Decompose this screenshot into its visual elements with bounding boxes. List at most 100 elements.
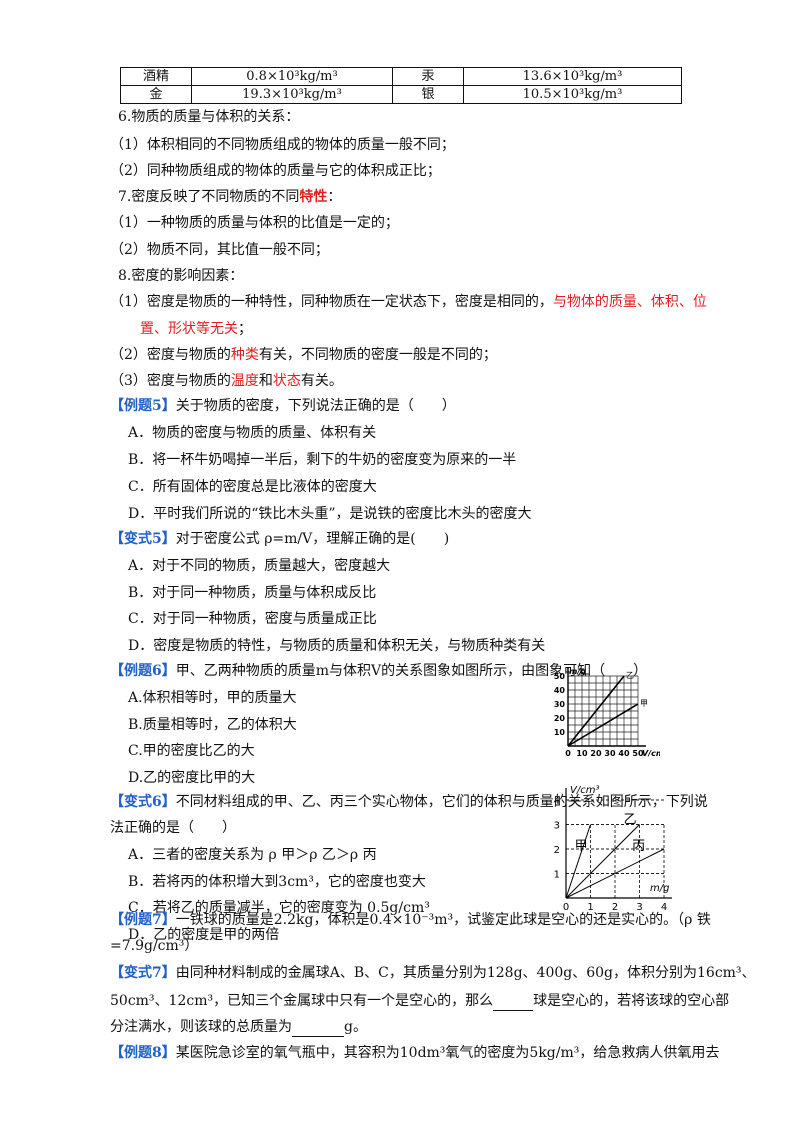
option-a: A．对于不同的物质，质量越大，密度越大: [128, 558, 391, 574]
highlight-text: 特性: [299, 189, 328, 205]
option-b: B．将一杯牛奶喝掉一半后，剩下的牛奶的密度变为原来的一半: [128, 452, 517, 468]
section-6-point: （2）同种物质组成的物体的质量与它的体积成正比；: [110, 163, 441, 179]
x-axis-label: m/g: [650, 883, 669, 894]
option-c: C．对于同一种物质，密度与质量成正比: [128, 611, 377, 627]
y-tick-label: 30: [554, 700, 566, 709]
section-8-point: （2）密度与物质的种类有关，不同物质的密度一般是不同的；: [110, 347, 497, 363]
question-tag: 【例题7】: [110, 912, 176, 928]
series-line-乙: [565, 824, 640, 899]
option-a: A．三者的密度关系为 ρ 甲＞ρ 乙＞ρ 丙: [128, 847, 377, 863]
option-d: D．密度是物质的特性，与物质的质量和体积无关，与物质种类有关: [128, 638, 546, 654]
section-8-point: （1）密度是物质的一种特性，同种物质在一定状态下，密度是相同的，与物体的质量、体…: [110, 294, 707, 310]
option-a: A．物质的密度与物质的质量、体积有关: [128, 425, 377, 441]
x-tick-label: 50: [632, 749, 644, 758]
question-example-8: 【例题8】某医院急诊室的氧气瓶中，其容积为10dm³氧气的密度为5kg/m³，给…: [110, 1045, 720, 1061]
highlight-text: 温度: [230, 373, 259, 389]
series-line-甲: [565, 824, 591, 899]
option-a: A.体积相等时，甲的质量大: [128, 690, 297, 706]
x-tick-label: 4: [661, 902, 667, 913]
y-tick-label: 3: [554, 821, 560, 832]
y-tick-label: 20: [554, 714, 566, 723]
y-tick-label: 50: [554, 672, 566, 681]
y-tick-label: 10: [554, 728, 566, 737]
series-label: 乙: [626, 671, 634, 680]
highlight-text: 状态: [272, 373, 301, 389]
option-b: B．若将丙的体积增大到3cm³，它的密度也变大: [128, 874, 426, 890]
series-line-丙: [565, 848, 665, 899]
table-cell: 金: [120, 85, 192, 104]
highlight-text: 与物体的质量、体积、位: [552, 294, 707, 310]
x-tick-label: 30: [604, 749, 616, 758]
section-8-title: 8.密度的影响因素：: [118, 268, 244, 284]
highlight-text: 置、形状等无关: [140, 321, 238, 337]
option-c: C．若将乙的质量减半，它的密度变为 0.5g/cm³: [128, 900, 430, 916]
section-6-point: （1）体积相同的不同物质组成的物体的质量一般不同；: [110, 137, 455, 153]
option-b: B.质量相等时，乙的体积大: [128, 717, 297, 733]
section-8-point-cont: 置、形状等无关；: [140, 321, 252, 337]
question-example-6: 【例题6】甲、乙两种物质的质量m与体积V的关系图象如图所示，由图象可知（ ）: [110, 663, 648, 679]
question-example-7-cont: =7.9g/cm³）: [110, 938, 199, 954]
question-example-7: 【例题7】一铁球的质量是2.2kg，体积是0.4×10⁻³m³，试鉴定此球是空心…: [110, 912, 711, 928]
question-variant-7-cont: 50cm³、12cm³，已知三个金属球中只有一个是空心的，那么 球是空心的，若将…: [110, 990, 729, 1011]
volume-mass-chart: 1 2 3 4 0 1 2 3 4 V/cm³ m/g 甲 乙丙: [554, 785, 672, 913]
series-label: 丙: [632, 839, 645, 854]
y-tick-label: 4: [554, 796, 560, 807]
question-variant-6: 【变式6】不同材料组成的甲、乙、丙三个实心物体，它们的体积与质量的关系如图所示，…: [110, 794, 708, 810]
option-d: D．平时我们所说的“铁比木头重”，是说铁的密度比木头的密度大: [128, 506, 532, 522]
x-tick-label: 1: [587, 902, 593, 913]
table-cell: 0.8×10³kg/m³: [191, 67, 393, 86]
section-7-point: （2）物质不同，其比值一般不同；: [110, 242, 329, 258]
y-tick-label: 40: [554, 686, 566, 695]
x-tick-label: 0: [563, 902, 569, 913]
series-label: 甲: [640, 699, 648, 708]
density-table: 酒精 0.8×10³kg/m³ 汞 13.6×10³kg/m³ 金 19.3×1…: [120, 67, 682, 104]
x-tick-label: 10: [576, 749, 588, 758]
answer-blank[interactable]: [493, 990, 534, 1011]
series-line-乙: [567, 675, 625, 747]
question-tag: 【变式6】: [110, 794, 176, 810]
table-row: 酒精 0.8×10³kg/m³ 汞 13.6×10³kg/m³: [120, 67, 682, 86]
option-d: D．乙的密度是甲的两倍: [128, 927, 280, 943]
option-b: B．对于同一种物质，质量与体积成反比: [128, 585, 377, 601]
question-tag: 【变式7】: [110, 965, 176, 981]
question-variant-7: 【变式7】由同种材料制成的金属球A、B、C，其质量分别为128g、400g、60…: [110, 965, 756, 981]
option-c: C．所有固体的密度总是比液体的密度大: [128, 479, 377, 495]
x-tick-label: 0: [565, 749, 571, 758]
table-cell: 19.3×10³kg/m³: [191, 85, 393, 104]
question-tag: 【例题8】: [110, 1045, 176, 1061]
answer-blank[interactable]: [292, 1016, 344, 1037]
series-line-甲: [567, 703, 639, 747]
option-d: D.乙的密度比甲的大: [128, 770, 256, 786]
section-7-title: 7.密度反映了不同物质的不同特性：: [118, 189, 342, 205]
section-7-point: （1）一种物质的质量与体积的比值是一定的；: [110, 215, 399, 231]
y-tick-label: 1: [554, 870, 560, 881]
x-tick-label: 20: [590, 749, 602, 758]
y-axis-label: V/cm³: [570, 785, 599, 796]
question-tag: 【变式5】: [110, 531, 176, 547]
table-cell: 酒精: [120, 67, 192, 86]
table-cell: 银: [392, 85, 464, 104]
question-variant-6-cont: 法正确的是（ ）: [110, 820, 236, 836]
table-row: 金 19.3×10³kg/m³ 银 10.5×10³kg/m³: [120, 85, 682, 104]
question-tag: 【例题5】: [110, 398, 176, 414]
series-label: 甲: [575, 839, 588, 854]
question-example-5: 【例题5】关于物质的密度，下列说法正确的是（ ）: [110, 398, 456, 414]
highlight-text: 种类: [230, 347, 259, 363]
x-tick-label: 3: [636, 902, 642, 913]
y-axis-label: m/g: [569, 667, 586, 676]
question-variant-5: 【变式5】对于密度公式 ρ=m/V，理解正确的是( ): [110, 531, 450, 547]
question-tag: 【例题6】: [110, 663, 176, 679]
table-cell: 13.6×10³kg/m³: [463, 67, 682, 86]
table-cell: 10.5×10³kg/m³: [463, 85, 682, 104]
section-8-point: （3）密度与物质的温度和状态有关。: [110, 373, 343, 389]
section-6-title: 6.物质的质量与体积的关系：: [118, 109, 300, 125]
question-variant-7-cont: 分注满水，则该球的总质量为 g。: [110, 1016, 367, 1037]
y-tick-label: 2: [554, 845, 560, 856]
x-tick-label: 40: [618, 749, 630, 758]
x-tick-label: 2: [612, 902, 618, 913]
series-label: 乙: [624, 812, 637, 827]
x-axis-label: V/cm³: [642, 749, 660, 758]
table-cell: 汞: [392, 67, 464, 86]
option-c: C.甲的密度比乙的大: [128, 743, 255, 759]
